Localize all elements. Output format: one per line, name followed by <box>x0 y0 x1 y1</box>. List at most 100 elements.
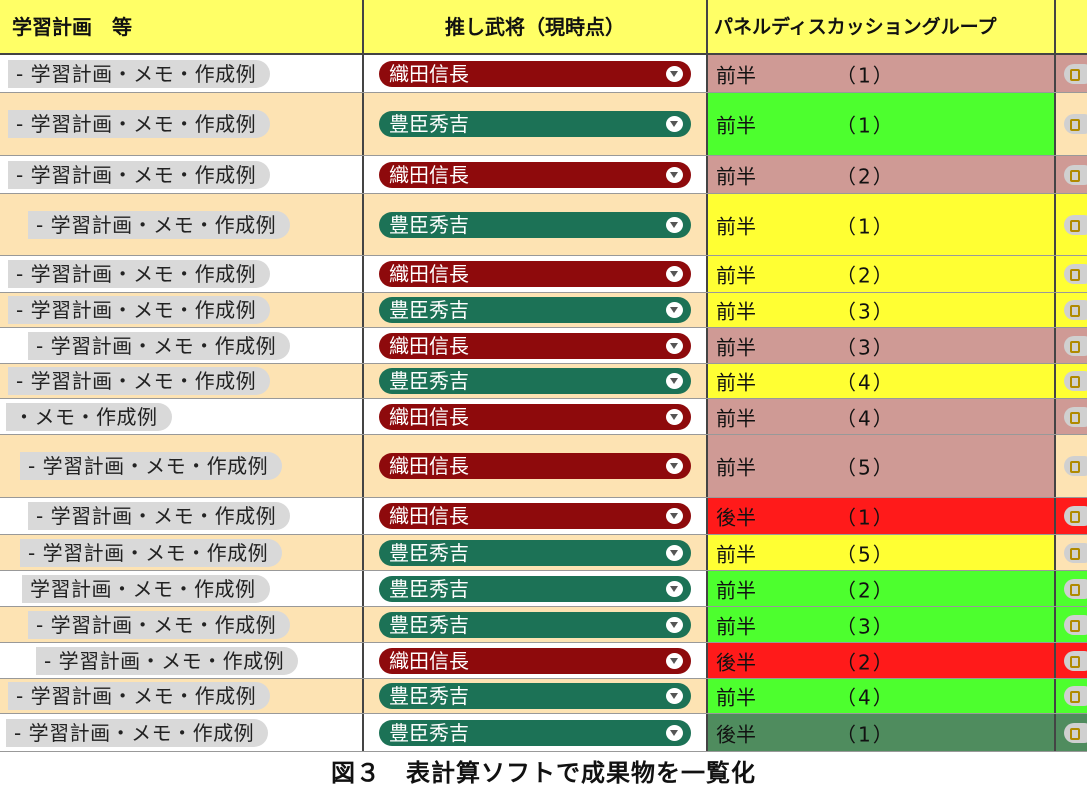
warlord-dropdown[interactable]: 豊臣秀吉 <box>379 211 691 238</box>
warlord-dropdown[interactable]: 織田信長 <box>379 161 691 188</box>
chevron-down-icon[interactable] <box>666 216 683 233</box>
chevron-down-icon[interactable] <box>666 458 683 474</box>
clipped-chip-icon[interactable] <box>1064 542 1087 563</box>
clipped-chip-icon[interactable] <box>1064 335 1087 356</box>
header-panel-group[interactable]: パネルディスカッショングループ <box>708 0 1056 55</box>
warlord-dropdown[interactable]: 豊臣秀吉 <box>379 368 691 394</box>
warlord-dropdown[interactable]: 織田信長 <box>379 60 691 87</box>
clipped-chip-icon[interactable] <box>1064 506 1087 526</box>
warlord-dropdown[interactable]: 織田信長 <box>379 503 691 529</box>
clipped-chip-icon[interactable] <box>1064 164 1087 185</box>
study-plan-link[interactable]: - 学習計画・メモ・作成例 <box>20 452 283 480</box>
clipped-chip-icon[interactable] <box>1064 456 1087 476</box>
clipped-chip-icon[interactable] <box>1064 578 1087 599</box>
clipped-chip-icon[interactable] <box>1064 371 1087 391</box>
panel-group-cell[interactable]: 前半 （2） <box>708 256 1056 292</box>
chevron-down-icon[interactable] <box>666 65 683 82</box>
header-next-column[interactable] <box>1056 0 1087 55</box>
chevron-down-icon[interactable] <box>666 166 683 183</box>
study-plan-link[interactable]: - 学習計画・メモ・作成例 <box>8 296 271 324</box>
study-plan-link[interactable]: - 学習計画・メモ・作成例 <box>20 538 283 567</box>
chevron-down-icon[interactable] <box>666 508 683 524</box>
warlord-cell: 豊臣秀吉 <box>364 293 708 327</box>
header-study-plan[interactable]: 学習計画 等 <box>0 0 364 55</box>
panel-group-cell[interactable]: 前半 （4） <box>708 399 1056 434</box>
study-plan-link[interactable]: ・メモ・作成例 <box>6 402 172 431</box>
chevron-down-icon[interactable] <box>666 408 683 425</box>
chevron-down-icon[interactable] <box>666 652 683 669</box>
clipped-chip-icon[interactable] <box>1064 300 1087 320</box>
panel-group-cell[interactable]: 前半 （5） <box>708 535 1056 570</box>
clipped-chip-icon[interactable] <box>1064 264 1087 284</box>
study-plan-link[interactable]: - 学習計画・メモ・作成例 <box>36 646 299 675</box>
panel-group-cell[interactable]: 前半 （3） <box>708 607 1056 642</box>
panel-group-cell[interactable]: 前半 （2） <box>708 571 1056 606</box>
panel-group-cell[interactable]: 後半 （2） <box>708 643 1056 678</box>
chevron-down-icon[interactable] <box>666 337 683 354</box>
study-plan-link[interactable]: - 学習計画・メモ・作成例 <box>28 331 291 360</box>
clipped-chip-icon[interactable] <box>1064 650 1087 671</box>
chevron-down-icon[interactable] <box>666 544 683 561</box>
warlord-dropdown[interactable]: 豊臣秀吉 <box>379 719 691 746</box>
chevron-down-icon[interactable] <box>666 302 683 318</box>
panel-group-cell[interactable]: 後半 （1） <box>708 714 1056 751</box>
study-plan-link[interactable]: - 学習計画・メモ・作成例 <box>28 610 291 639</box>
warlord-dropdown[interactable]: 豊臣秀吉 <box>379 539 691 566</box>
clipped-chip-icon[interactable] <box>1064 63 1087 84</box>
warlord-dropdown[interactable]: 豊臣秀吉 <box>379 611 691 638</box>
study-plan-link[interactable]: - 学習計画・メモ・作成例 <box>8 682 271 710</box>
panel-group-cell[interactable]: 前半 （1） <box>708 93 1056 155</box>
study-plan-link[interactable]: - 学習計画・メモ・作成例 <box>28 502 291 530</box>
study-plan-link[interactable]: - 学習計画・メモ・作成例 <box>8 160 271 189</box>
study-plan-link[interactable]: 学習計画・メモ・作成例 <box>22 574 270 603</box>
clipped-chip-icon[interactable] <box>1064 614 1087 635</box>
study-plan-link[interactable]: - 学習計画・メモ・作成例 <box>28 210 291 239</box>
warlord-dropdown[interactable]: 豊臣秀吉 <box>379 683 691 709</box>
chevron-down-icon[interactable] <box>666 724 683 741</box>
chevron-down-icon[interactable] <box>666 116 683 132</box>
chevron-down-icon[interactable] <box>666 580 683 597</box>
panel-group-cell[interactable]: 前半 （2） <box>708 156 1056 193</box>
table-row: - 学習計画・メモ・作成例 豊臣秀吉 後半 （1） <box>0 714 1087 752</box>
chevron-down-icon[interactable] <box>666 373 683 389</box>
panel-group-cell[interactable]: 前半 （1） <box>708 194 1056 255</box>
warlord-dropdown[interactable]: 織田信長 <box>379 261 691 287</box>
study-plan-cell: - 学習計画・メモ・作成例 <box>0 535 364 570</box>
warlord-cell: 豊臣秀吉 <box>364 93 708 155</box>
warlord-dropdown[interactable]: 織田信長 <box>379 332 691 359</box>
warlord-dropdown[interactable]: 織田信長 <box>379 453 691 479</box>
chevron-down-icon[interactable] <box>666 688 683 704</box>
study-plan-link[interactable]: - 学習計画・メモ・作成例 <box>8 260 271 288</box>
clipped-chip-icon[interactable] <box>1064 214 1087 235</box>
warlord-cell: 織田信長 <box>364 643 708 678</box>
chevron-down-icon[interactable] <box>666 266 683 282</box>
panel-group-cell[interactable]: 前半 （1） <box>708 55 1056 92</box>
table-row: - 学習計画・メモ・作成例 豊臣秀吉 前半 （1） <box>0 93 1087 156</box>
clipped-chip-icon[interactable] <box>1064 686 1087 706</box>
clipped-chip-icon[interactable] <box>1064 406 1087 427</box>
warlord-dropdown[interactable]: 豊臣秀吉 <box>379 111 691 137</box>
table-row: - 学習計画・メモ・作成例 織田信長 前半 （2） <box>0 256 1087 293</box>
chevron-down-icon[interactable] <box>666 616 683 633</box>
clipped-chip-icon[interactable] <box>1064 114 1087 134</box>
warlord-dropdown[interactable]: 豊臣秀吉 <box>379 297 691 323</box>
group-number: （5） <box>836 455 895 480</box>
warlord-dropdown[interactable]: 豊臣秀吉 <box>379 575 691 602</box>
study-plan-link[interactable]: - 学習計画・メモ・作成例 <box>6 718 269 747</box>
warlord-cell: 豊臣秀吉 <box>364 679 708 713</box>
warlord-dropdown[interactable]: 織田信長 <box>379 403 691 430</box>
study-plan-link[interactable]: - 学習計画・メモ・作成例 <box>8 59 271 88</box>
study-plan-link[interactable]: - 学習計画・メモ・作成例 <box>8 367 271 395</box>
study-plan-link[interactable]: - 学習計画・メモ・作成例 <box>8 110 271 138</box>
panel-group-cell[interactable]: 前半 （4） <box>708 364 1056 398</box>
panel-group-cell[interactable]: 前半 （5） <box>708 435 1056 497</box>
session-half: 前半 <box>716 614 756 638</box>
panel-group-cell[interactable]: 前半 （3） <box>708 328 1056 363</box>
panel-group-cell[interactable]: 前半 （3） <box>708 293 1056 327</box>
clipped-chip-icon[interactable] <box>1064 722 1087 743</box>
panel-group-cell[interactable]: 前半 （4） <box>708 679 1056 713</box>
warlord-selected-value: 豊臣秀吉 <box>389 540 469 565</box>
panel-group-cell[interactable]: 後半 （1） <box>708 498 1056 534</box>
header-favorite-warlord[interactable]: 推し武将（現時点） <box>364 0 708 55</box>
warlord-dropdown[interactable]: 織田信長 <box>379 647 691 674</box>
